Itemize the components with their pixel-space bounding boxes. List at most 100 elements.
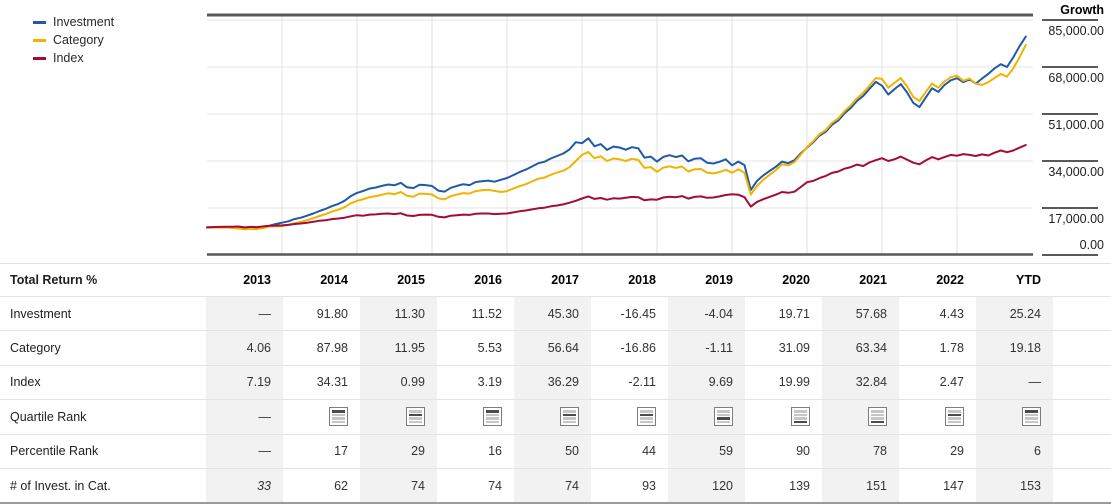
column-header-2016: 2016 xyxy=(474,273,502,287)
column-header-2020: 2020 xyxy=(782,273,810,287)
table-cell: 56.64 xyxy=(514,331,591,365)
cell-value: 91.80 xyxy=(316,306,348,321)
table-header-title: Total Return % xyxy=(10,273,98,287)
cell-value: 74 xyxy=(411,478,425,493)
table-cell: 6 xyxy=(976,434,1053,468)
table-row-percentile-rank: Percentile Rank — 17 29 16 50 44 59 90 78 29 6 xyxy=(0,434,1111,469)
cell-value: 19.71 xyxy=(778,306,810,321)
table-row-of-invest-in-cat: # of Invest. in Cat. 33 62 74 74 74 93 120 139 15… xyxy=(0,468,1111,503)
quartile-band xyxy=(409,413,422,417)
cell-value: 17 xyxy=(334,444,348,459)
column-header-2019: 2019 xyxy=(705,273,733,287)
table-cell: 19.18 xyxy=(976,331,1053,365)
cell-value: 151 xyxy=(866,478,887,493)
cell-value: 90 xyxy=(796,444,810,459)
legend-item-category[interactable]: Category xyxy=(33,33,114,47)
table-cell: 59 xyxy=(668,434,745,468)
total-return-table: Total Return % 2013 2014 2015 2016 2017 2018 20… xyxy=(0,263,1111,504)
series-line-category xyxy=(206,43,1027,231)
table-cell xyxy=(360,400,437,434)
table-cell: 2.47 xyxy=(899,366,976,399)
cell-value: 11.30 xyxy=(394,306,425,321)
table-cell: 151 xyxy=(822,468,899,503)
cell-value: 11.95 xyxy=(394,341,425,356)
cell-value: 4.06 xyxy=(246,341,271,356)
legend-item-index[interactable]: Index xyxy=(33,51,114,65)
quartile-band xyxy=(1025,420,1038,424)
table-cell: — xyxy=(206,400,283,434)
table-cell: 93 xyxy=(591,469,668,502)
quartile-band xyxy=(640,410,653,413)
cell-value: -16.86 xyxy=(620,341,656,356)
cell-value: 3.19 xyxy=(477,375,502,390)
cell-value: 74 xyxy=(488,478,502,493)
quartile-band xyxy=(717,410,730,413)
cell-value: 32.84 xyxy=(855,375,887,390)
table-cell: 91.80 xyxy=(283,297,360,330)
table-cell: 74 xyxy=(514,468,591,503)
table-cell: 147 xyxy=(899,469,976,502)
legend-item-investment[interactable]: Investment xyxy=(33,15,114,29)
quartile-band xyxy=(486,413,499,417)
column-header-ytd: YTD xyxy=(1016,273,1041,287)
table-cell: 63.34 xyxy=(822,331,899,365)
cell-value: 45.30 xyxy=(547,306,579,321)
quartile-band xyxy=(332,420,345,424)
row-label-of-invest-in-cat: # of Invest. in Cat. xyxy=(10,478,111,493)
column-header-2022: 2022 xyxy=(936,273,964,287)
cell-value: — xyxy=(258,306,272,321)
cell-value: 2.47 xyxy=(939,375,964,390)
cell-value: 153 xyxy=(1020,478,1041,493)
cell-value: -1.11 xyxy=(705,341,733,356)
quartile-rank-icon-q1 xyxy=(483,407,502,427)
quartile-band xyxy=(640,420,653,424)
quartile-band xyxy=(486,410,499,413)
quartile-band xyxy=(332,417,345,420)
table-cell: 11.95 xyxy=(360,331,437,365)
table-row-index: Index 7.19 34.31 0.99 3.19 36.29 -2.11 9.69 19.9… xyxy=(0,365,1111,401)
quartile-band xyxy=(563,420,576,424)
chart-legend: Investment Category Index xyxy=(33,15,114,65)
quartile-rank-icon-q2 xyxy=(406,407,425,427)
quartile-band xyxy=(486,417,499,420)
table-cell: -2.11 xyxy=(591,366,668,399)
quartile-band xyxy=(409,420,422,424)
column-header-2018: 2018 xyxy=(628,273,656,287)
growth-axis-title: Growth xyxy=(1060,3,1104,17)
table-cell: 19.99 xyxy=(745,366,822,399)
table-cell xyxy=(822,400,899,434)
table-cell: 87.98 xyxy=(283,331,360,364)
cell-value: 139 xyxy=(789,478,810,493)
quartile-band xyxy=(717,413,730,417)
table-cell: 44 xyxy=(591,435,668,468)
cell-value: -2.11 xyxy=(628,375,656,390)
column-header-2013: 2013 xyxy=(243,273,271,287)
legend-label-category: Category xyxy=(53,33,104,47)
table-cell: 17 xyxy=(283,435,360,468)
table-cell: 5.53 xyxy=(437,331,514,364)
table-cell: 120 xyxy=(668,468,745,503)
row-label-investment: Investment xyxy=(10,306,72,321)
quartile-rank-icon-q3 xyxy=(714,407,733,427)
cell-value: 19.18 xyxy=(1009,341,1041,356)
quartile-band xyxy=(948,413,961,417)
quartile-band xyxy=(409,417,422,420)
table-cell xyxy=(514,400,591,434)
quartile-band xyxy=(332,410,345,413)
index-line-swatch xyxy=(33,56,46,60)
table-cell: 34.31 xyxy=(283,366,360,399)
quartile-band xyxy=(717,417,730,420)
quartile-band xyxy=(1025,410,1038,413)
cell-value: 4.43 xyxy=(939,306,964,321)
quartile-band xyxy=(717,420,730,424)
row-label-quartile-rank: Quartile Rank xyxy=(10,409,87,424)
chart-plot-area[interactable]: 85,000.00 68,000.00 51,000.00 34,000.00 17,0… xyxy=(0,0,1111,263)
quartile-rank-icon-q4 xyxy=(868,407,887,427)
growth-axis-tick-label: 51,000.00 xyxy=(1048,118,1104,132)
quartile-rank-icon-q1 xyxy=(329,407,348,427)
table-cell: 90 xyxy=(745,435,822,468)
cell-value: 120 xyxy=(712,478,733,493)
cell-value: — xyxy=(258,444,272,459)
table-cell: -4.04 xyxy=(668,297,745,331)
column-header-2021: 2021 xyxy=(859,273,887,287)
